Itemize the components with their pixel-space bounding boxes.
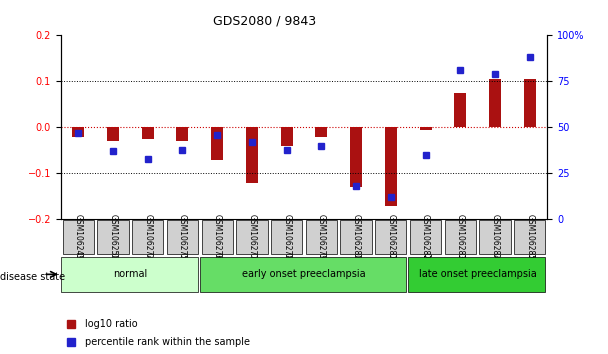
FancyBboxPatch shape bbox=[201, 220, 233, 254]
FancyBboxPatch shape bbox=[408, 257, 545, 292]
FancyBboxPatch shape bbox=[410, 220, 441, 254]
Bar bbox=[523, 79, 536, 127]
Text: GSM106277: GSM106277 bbox=[247, 214, 257, 260]
Bar bbox=[72, 127, 85, 137]
Text: normal: normal bbox=[113, 269, 147, 279]
Bar bbox=[420, 127, 432, 130]
FancyBboxPatch shape bbox=[237, 220, 268, 254]
Text: GSM106280: GSM106280 bbox=[351, 214, 361, 260]
Text: GSM106249: GSM106249 bbox=[74, 214, 83, 260]
Bar bbox=[142, 127, 154, 139]
FancyBboxPatch shape bbox=[97, 220, 128, 254]
Text: percentile rank within the sample: percentile rank within the sample bbox=[85, 337, 250, 347]
FancyBboxPatch shape bbox=[340, 220, 371, 254]
FancyBboxPatch shape bbox=[480, 220, 511, 254]
Bar bbox=[489, 79, 501, 127]
Text: GSM106250: GSM106250 bbox=[108, 214, 117, 260]
Text: GSM106279: GSM106279 bbox=[317, 214, 326, 260]
Bar bbox=[176, 127, 188, 141]
Text: GDS2080 / 9843: GDS2080 / 9843 bbox=[213, 15, 316, 28]
Bar bbox=[211, 127, 223, 160]
Text: late onset preeclampsia: late onset preeclampsia bbox=[419, 269, 537, 279]
Bar bbox=[280, 127, 292, 146]
FancyBboxPatch shape bbox=[200, 257, 407, 292]
Bar bbox=[454, 93, 466, 127]
Bar bbox=[350, 127, 362, 187]
Text: disease state: disease state bbox=[0, 272, 65, 282]
Text: GSM106284: GSM106284 bbox=[491, 214, 500, 260]
FancyBboxPatch shape bbox=[514, 220, 545, 254]
FancyBboxPatch shape bbox=[375, 220, 407, 254]
Text: GSM106283: GSM106283 bbox=[456, 214, 465, 260]
FancyBboxPatch shape bbox=[271, 220, 302, 254]
Text: GSM106274: GSM106274 bbox=[143, 214, 152, 260]
FancyBboxPatch shape bbox=[444, 220, 476, 254]
Text: log10 ratio: log10 ratio bbox=[85, 319, 138, 329]
Text: GSM106278: GSM106278 bbox=[282, 214, 291, 260]
FancyBboxPatch shape bbox=[63, 220, 94, 254]
Text: GSM106281: GSM106281 bbox=[386, 214, 395, 260]
Bar bbox=[316, 127, 328, 137]
Text: GSM106282: GSM106282 bbox=[421, 214, 430, 260]
FancyBboxPatch shape bbox=[306, 220, 337, 254]
FancyBboxPatch shape bbox=[61, 257, 198, 292]
Text: GSM106275: GSM106275 bbox=[178, 214, 187, 260]
Bar bbox=[107, 127, 119, 141]
FancyBboxPatch shape bbox=[167, 220, 198, 254]
FancyBboxPatch shape bbox=[132, 220, 164, 254]
Bar bbox=[246, 127, 258, 183]
Text: GSM106285: GSM106285 bbox=[525, 214, 534, 260]
Bar bbox=[385, 127, 397, 206]
Text: early onset preeclampsia: early onset preeclampsia bbox=[242, 269, 366, 279]
Text: GSM106276: GSM106276 bbox=[213, 214, 222, 260]
